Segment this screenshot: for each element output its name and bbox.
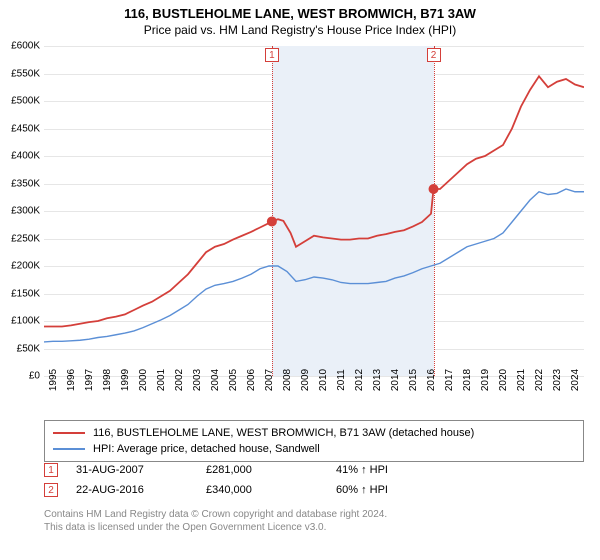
x-tick-label: 2015 [408,369,419,391]
x-tick-label: 2012 [354,369,365,391]
x-tick-label: 2008 [282,369,293,391]
legend-row: HPI: Average price, detached house, Sand… [53,441,575,457]
x-tick-label: 2013 [372,369,383,391]
y-tick-label: £450K [0,123,40,134]
x-tick-label: 2002 [174,369,185,391]
legend-row: 116, BUSTLEHOLME LANE, WEST BROMWICH, B7… [53,425,575,441]
y-tick-label: £400K [0,151,40,162]
x-tick-label: 1996 [66,369,77,391]
plot-svg [44,46,584,376]
marker-badge-2: 2 [44,483,58,497]
x-tick-label: 2004 [210,369,221,391]
footnote-line-2: This data is licensed under the Open Gov… [44,521,584,534]
footnote: Contains HM Land Registry data © Crown c… [44,508,584,534]
x-tick-label: 2006 [246,369,257,391]
x-tick-label: 2000 [138,369,149,391]
marker-point [267,216,277,226]
y-tick-label: £100K [0,316,40,327]
legend-swatch-series-2 [53,448,85,450]
footnote-line-1: Contains HM Land Registry data © Crown c… [44,508,584,521]
x-tick-label: 2001 [156,369,167,391]
x-tick-label: 1997 [84,369,95,391]
y-tick-label: £600K [0,41,40,52]
x-tick-label: 1995 [48,369,59,391]
x-tick-label: 2024 [570,369,581,391]
chart-subtitle: Price paid vs. HM Land Registry's House … [0,21,600,37]
x-tick-label: 2009 [300,369,311,391]
series-line [44,189,584,342]
x-tick-label: 2021 [516,369,527,391]
y-tick-label: £50K [0,343,40,354]
x-tick-label: 2014 [390,369,401,391]
chart-container: { "title": "116, BUSTLEHOLME LANE, WEST … [0,0,600,560]
legend: 116, BUSTLEHOLME LANE, WEST BROMWICH, B7… [44,420,584,462]
marker-row: 1 31-AUG-2007 £281,000 41% ↑ HPI [44,460,584,480]
x-tick-label: 2010 [318,369,329,391]
legend-label-series-2: HPI: Average price, detached house, Sand… [93,443,320,455]
x-tick-label: 2023 [552,369,563,391]
marker-pct: 60% ↑ HPI [336,484,466,496]
x-tick-label: 2019 [480,369,491,391]
marker-pct: 41% ↑ HPI [336,464,466,476]
x-tick-label: 1998 [102,369,113,391]
x-tick-label: 2005 [228,369,239,391]
marker-point [429,184,439,194]
y-tick-label: £200K [0,261,40,272]
marker-price: £281,000 [206,464,336,476]
series-line [44,76,584,326]
x-tick-label: 2017 [444,369,455,391]
x-axis-labels: 1995199619971998199920002001200220032004… [44,380,584,414]
marker-table: 1 31-AUG-2007 £281,000 41% ↑ HPI 2 22-AU… [44,460,584,500]
y-tick-label: £250K [0,233,40,244]
y-tick-label: £550K [0,68,40,79]
x-tick-label: 2016 [426,369,437,391]
legend-label-series-1: 116, BUSTLEHOLME LANE, WEST BROMWICH, B7… [93,427,474,439]
y-tick-label: £300K [0,206,40,217]
y-tick-label: £350K [0,178,40,189]
x-tick-label: 2022 [534,369,545,391]
y-tick-label: £500K [0,96,40,107]
x-tick-label: 2003 [192,369,203,391]
marker-date: 31-AUG-2007 [76,464,206,476]
marker-badge-1: 1 [44,463,58,477]
x-tick-label: 1999 [120,369,131,391]
legend-swatch-series-1 [53,432,85,434]
plot-area: 12 [44,46,584,376]
x-tick-label: 2007 [264,369,275,391]
marker-chart-badge: 1 [265,48,279,62]
marker-price: £340,000 [206,484,336,496]
chart-title: 116, BUSTLEHOLME LANE, WEST BROMWICH, B7… [0,0,600,21]
y-tick-label: £150K [0,288,40,299]
y-tick-label: £0 [0,371,40,382]
x-tick-label: 2018 [462,369,473,391]
marker-chart-badge: 2 [427,48,441,62]
x-tick-label: 2020 [498,369,509,391]
marker-date: 22-AUG-2016 [76,484,206,496]
marker-row: 2 22-AUG-2016 £340,000 60% ↑ HPI [44,480,584,500]
x-tick-label: 2011 [336,369,347,391]
